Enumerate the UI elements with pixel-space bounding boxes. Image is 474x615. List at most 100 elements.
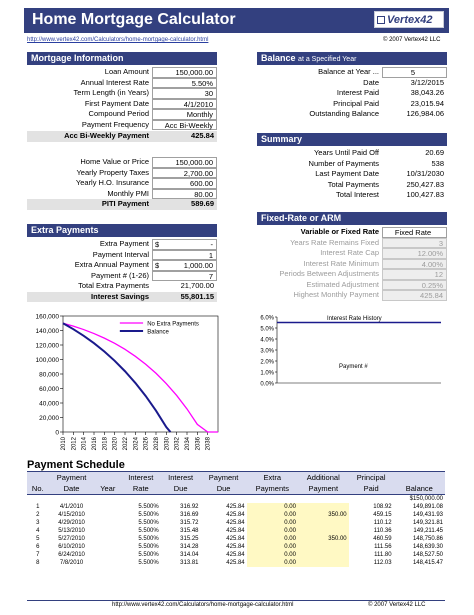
arm-row: Interest Rate Minimum 4.00% [257, 258, 447, 269]
summary-value: 100,427.83 [406, 190, 444, 199]
cell-date: 5/13/2010 [58, 528, 85, 534]
table-row: 4 5/13/2010 5.500% 315.48 425.84 0.00 110.36 14… [27, 527, 445, 535]
cell-no: 8 [36, 560, 40, 566]
rate-type-label: Variable or Fixed Rate [300, 227, 379, 236]
schedule-header: Payment [48, 471, 95, 483]
extra-value: 1 [208, 250, 213, 260]
home-value[interactable]: 80.00 [152, 188, 217, 199]
summary-value: 20.69 [425, 148, 444, 157]
arm-value[interactable]: 12 [382, 269, 447, 280]
arm-value[interactable]: 3 [382, 237, 447, 248]
arm-row: Estimated Adjustment 0.25% [257, 279, 447, 290]
mortgage-value[interactable]: 4/1/2010 [152, 98, 217, 109]
x-tick-label: 2028 [154, 436, 160, 450]
balance-row: Date 3/12/2015 [257, 78, 447, 89]
cell-extra[interactable]: 0.00 [246, 527, 298, 535]
cell-no: 1 [36, 504, 40, 510]
balance-value: 23,015.94 [410, 98, 444, 108]
cell-due: 425.84 [226, 552, 245, 558]
mortgage-information-panel: Mortgage Information Loan Amount 150,000.… [27, 52, 217, 142]
cell-int: 314.28 [180, 544, 199, 550]
x-axis-label: Payment # [339, 364, 368, 370]
source-link[interactable]: http://www.vertex42.com/Calculators/home… [27, 37, 209, 43]
cell-int: 314.04 [180, 552, 199, 558]
x-tick-label: 2020 [113, 436, 119, 450]
start-balance: $150,000.00 [409, 496, 443, 502]
x-tick-label: 2038 [206, 436, 212, 450]
home-row: Monthly PMI 80.00 [27, 188, 217, 199]
currency-symbol: $ [155, 261, 160, 270]
arm-value[interactable]: 12.00% [382, 248, 447, 259]
currency-symbol: $ [155, 240, 160, 249]
cell-int: 316.69 [180, 512, 199, 518]
schedule-header: Extra [246, 471, 298, 483]
page-title: Home Mortgage Calculator [32, 11, 236, 28]
arm-value[interactable]: 425.84 [382, 290, 447, 301]
cell-add[interactable] [297, 551, 349, 559]
extra-input[interactable]: 7 [152, 270, 217, 281]
mortgage-row: Compound Period Monthly [27, 109, 217, 120]
cell-due: 425.84 [226, 544, 245, 550]
piti-label: PITI Payment [101, 199, 149, 208]
cell-date: 6/10/2010 [58, 544, 85, 550]
cell-prin: 111.56 [374, 544, 392, 550]
home-value[interactable]: 2,700.00 [152, 167, 217, 178]
mortgage-value[interactable]: 30 [152, 88, 217, 99]
home-value[interactable]: 600.00 [152, 178, 217, 189]
cell-extra[interactable]: 0.00 [246, 543, 298, 551]
arm-label: Interest Rate Cap [320, 248, 379, 257]
balance-section-title: Balance at a Specified Year [257, 52, 447, 65]
cell-add[interactable] [297, 543, 349, 551]
cell-add[interactable]: 350.00 [297, 511, 349, 519]
cell-no: 6 [36, 544, 40, 550]
cell-bal: 148,415.47 [412, 560, 443, 566]
balance-label: Outstanding Balance [309, 109, 379, 118]
summary-label: Number of Payments [308, 158, 379, 168]
mortgage-value[interactable]: Acc Bi-Weekly [152, 119, 217, 130]
extra-row: Extra Payment $ - [27, 239, 217, 250]
cell-extra[interactable]: 0.00 [246, 551, 298, 559]
mortgage-value[interactable]: 150,000.00 [152, 67, 217, 78]
payment-schedule-table: Payment Interest Interest Payment Extra Addit… [27, 471, 445, 567]
arm-value[interactable]: 0.25% [382, 279, 447, 290]
footer-link[interactable]: http://www.vertex42.com/Calculators/home… [112, 602, 294, 608]
cell-int: 313.81 [180, 560, 199, 566]
rate-type-select[interactable]: Fixed Rate [382, 227, 447, 238]
extra-input[interactable]: 1 [152, 249, 217, 260]
extra-section-title: Extra Payments [27, 224, 217, 237]
y-tick-label: 1.0% [260, 371, 274, 377]
home-value[interactable]: 150,000.00 [152, 157, 217, 168]
x-tick-label: 2016 [92, 436, 98, 450]
cell-extra[interactable]: 0.00 [246, 503, 298, 511]
vertex42-logo[interactable]: Vertex42 [374, 11, 444, 28]
schedule-header: Year [94, 483, 121, 495]
x-tick-label: 2024 [133, 436, 139, 450]
payment-label: Acc Bi-Weekly Payment [64, 131, 149, 140]
cell-extra[interactable]: 0.00 [246, 559, 298, 567]
legend-label: No Extra Payments [147, 322, 199, 328]
extra-input[interactable]: $1,000.00 [152, 260, 217, 271]
cell-add[interactable] [297, 559, 349, 567]
mortgage-value[interactable]: Monthly [152, 109, 217, 120]
cell-extra[interactable]: 0.00 [246, 535, 298, 543]
mortgage-label: First Payment Date [84, 98, 149, 108]
y-tick-label: 100,000 [36, 357, 60, 364]
cell-extra[interactable]: 0.00 [246, 519, 298, 527]
balance-panel: Balance at a Specified Year Balance at Y… [257, 52, 447, 120]
cell-extra[interactable]: 0.00 [246, 511, 298, 519]
extra-input[interactable]: $ - [152, 239, 217, 250]
summary-value: 538 [431, 158, 444, 168]
cell-date: 5/27/2010 [58, 536, 85, 542]
cell-int: 315.25 [180, 536, 199, 542]
mortgage-value[interactable]: 5.50% [152, 77, 217, 88]
arm-value[interactable]: 4.00% [382, 258, 447, 269]
cell-add[interactable] [297, 519, 349, 527]
schedule-header: Date [48, 483, 95, 495]
balance-year-input[interactable]: 5 [382, 67, 447, 78]
cell-add[interactable]: 350.00 [297, 535, 349, 543]
cell-add[interactable] [297, 527, 349, 535]
table-row: 5 5/27/2010 5.500% 315.25 425.84 0.00 350.00 46… [27, 535, 445, 543]
extra-label: Payment # (1-26) [91, 270, 149, 280]
extra-row: Payment # (1-26) 7 [27, 270, 217, 281]
cell-add[interactable] [297, 503, 349, 511]
